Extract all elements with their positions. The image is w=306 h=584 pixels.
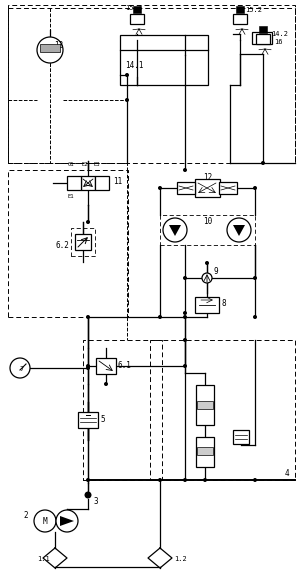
Circle shape	[183, 315, 187, 319]
Bar	[219, 182, 237, 194]
Circle shape	[261, 161, 265, 165]
Polygon shape	[233, 225, 245, 236]
Bar	[120, 35, 208, 85]
Bar	[71, 228, 95, 256]
Text: 15.1: 15.1	[125, 5, 142, 11]
Bar	[233, 14, 247, 24]
Polygon shape	[169, 225, 181, 236]
Circle shape	[10, 358, 30, 378]
Circle shape	[163, 218, 187, 242]
Text: E3: E3	[94, 162, 100, 168]
Bar	[256, 34, 270, 44]
Bar	[75, 234, 91, 250]
Text: 2: 2	[23, 510, 28, 520]
Text: 6.1: 6.1	[118, 361, 132, 370]
Circle shape	[253, 315, 257, 319]
Text: 3: 3	[93, 496, 98, 506]
Circle shape	[34, 510, 56, 532]
Text: 1.1: 1.1	[37, 556, 50, 562]
Bar	[133, 6, 141, 13]
Bar	[195, 297, 219, 313]
Text: E1: E1	[68, 194, 74, 200]
Bar	[195, 179, 220, 197]
Circle shape	[86, 315, 90, 319]
Text: E2: E2	[81, 162, 88, 168]
Text: 11: 11	[113, 176, 122, 186]
Circle shape	[183, 276, 187, 280]
Circle shape	[86, 366, 90, 370]
Circle shape	[86, 364, 90, 368]
Circle shape	[158, 186, 162, 190]
Bar	[252, 32, 272, 44]
Text: 14.1: 14.1	[125, 61, 144, 69]
Circle shape	[183, 478, 187, 482]
Bar	[197, 401, 213, 409]
Bar	[96, 358, 116, 374]
Bar	[40, 44, 60, 52]
Circle shape	[202, 273, 212, 283]
Bar	[177, 182, 195, 194]
Text: 4: 4	[285, 470, 289, 478]
Circle shape	[158, 478, 162, 482]
Bar	[81, 176, 95, 190]
Text: 6.2: 6.2	[55, 242, 69, 251]
Circle shape	[56, 510, 78, 532]
Polygon shape	[60, 516, 74, 526]
Bar	[236, 6, 244, 13]
Bar	[8, 170, 128, 317]
Bar	[196, 385, 214, 425]
Text: 15.2: 15.2	[245, 7, 262, 13]
Text: 13: 13	[54, 41, 63, 50]
Bar	[67, 176, 81, 190]
Circle shape	[253, 186, 257, 190]
Text: 16: 16	[274, 39, 282, 45]
Text: 5: 5	[100, 415, 105, 425]
Circle shape	[86, 478, 90, 482]
Bar	[78, 412, 98, 428]
Circle shape	[104, 382, 108, 386]
Circle shape	[84, 492, 91, 499]
Circle shape	[183, 338, 187, 342]
Circle shape	[253, 276, 257, 280]
Text: 12: 12	[203, 172, 212, 182]
Bar	[196, 437, 214, 467]
Circle shape	[37, 37, 63, 63]
Text: 01: 01	[68, 162, 74, 168]
Text: 10: 10	[203, 217, 212, 227]
Circle shape	[125, 98, 129, 102]
Circle shape	[203, 478, 207, 482]
Circle shape	[205, 261, 209, 265]
Bar	[150, 340, 295, 480]
Bar	[160, 215, 255, 245]
Bar	[197, 447, 213, 455]
Bar	[259, 26, 267, 33]
Circle shape	[183, 364, 187, 368]
Bar	[233, 430, 249, 444]
Text: 14.2: 14.2	[271, 31, 288, 37]
Circle shape	[125, 73, 129, 77]
Text: 8: 8	[221, 298, 226, 308]
Bar	[130, 14, 144, 24]
Circle shape	[86, 220, 90, 224]
Text: 7: 7	[20, 366, 24, 372]
Circle shape	[227, 218, 251, 242]
Circle shape	[183, 311, 187, 315]
Text: 1.2: 1.2	[174, 556, 187, 562]
Text: 9: 9	[213, 267, 218, 276]
Circle shape	[158, 315, 162, 319]
Circle shape	[183, 168, 187, 172]
Circle shape	[253, 478, 257, 482]
Bar	[8, 5, 295, 163]
Text: M: M	[43, 516, 47, 526]
Bar	[83, 340, 162, 480]
Bar	[95, 176, 109, 190]
